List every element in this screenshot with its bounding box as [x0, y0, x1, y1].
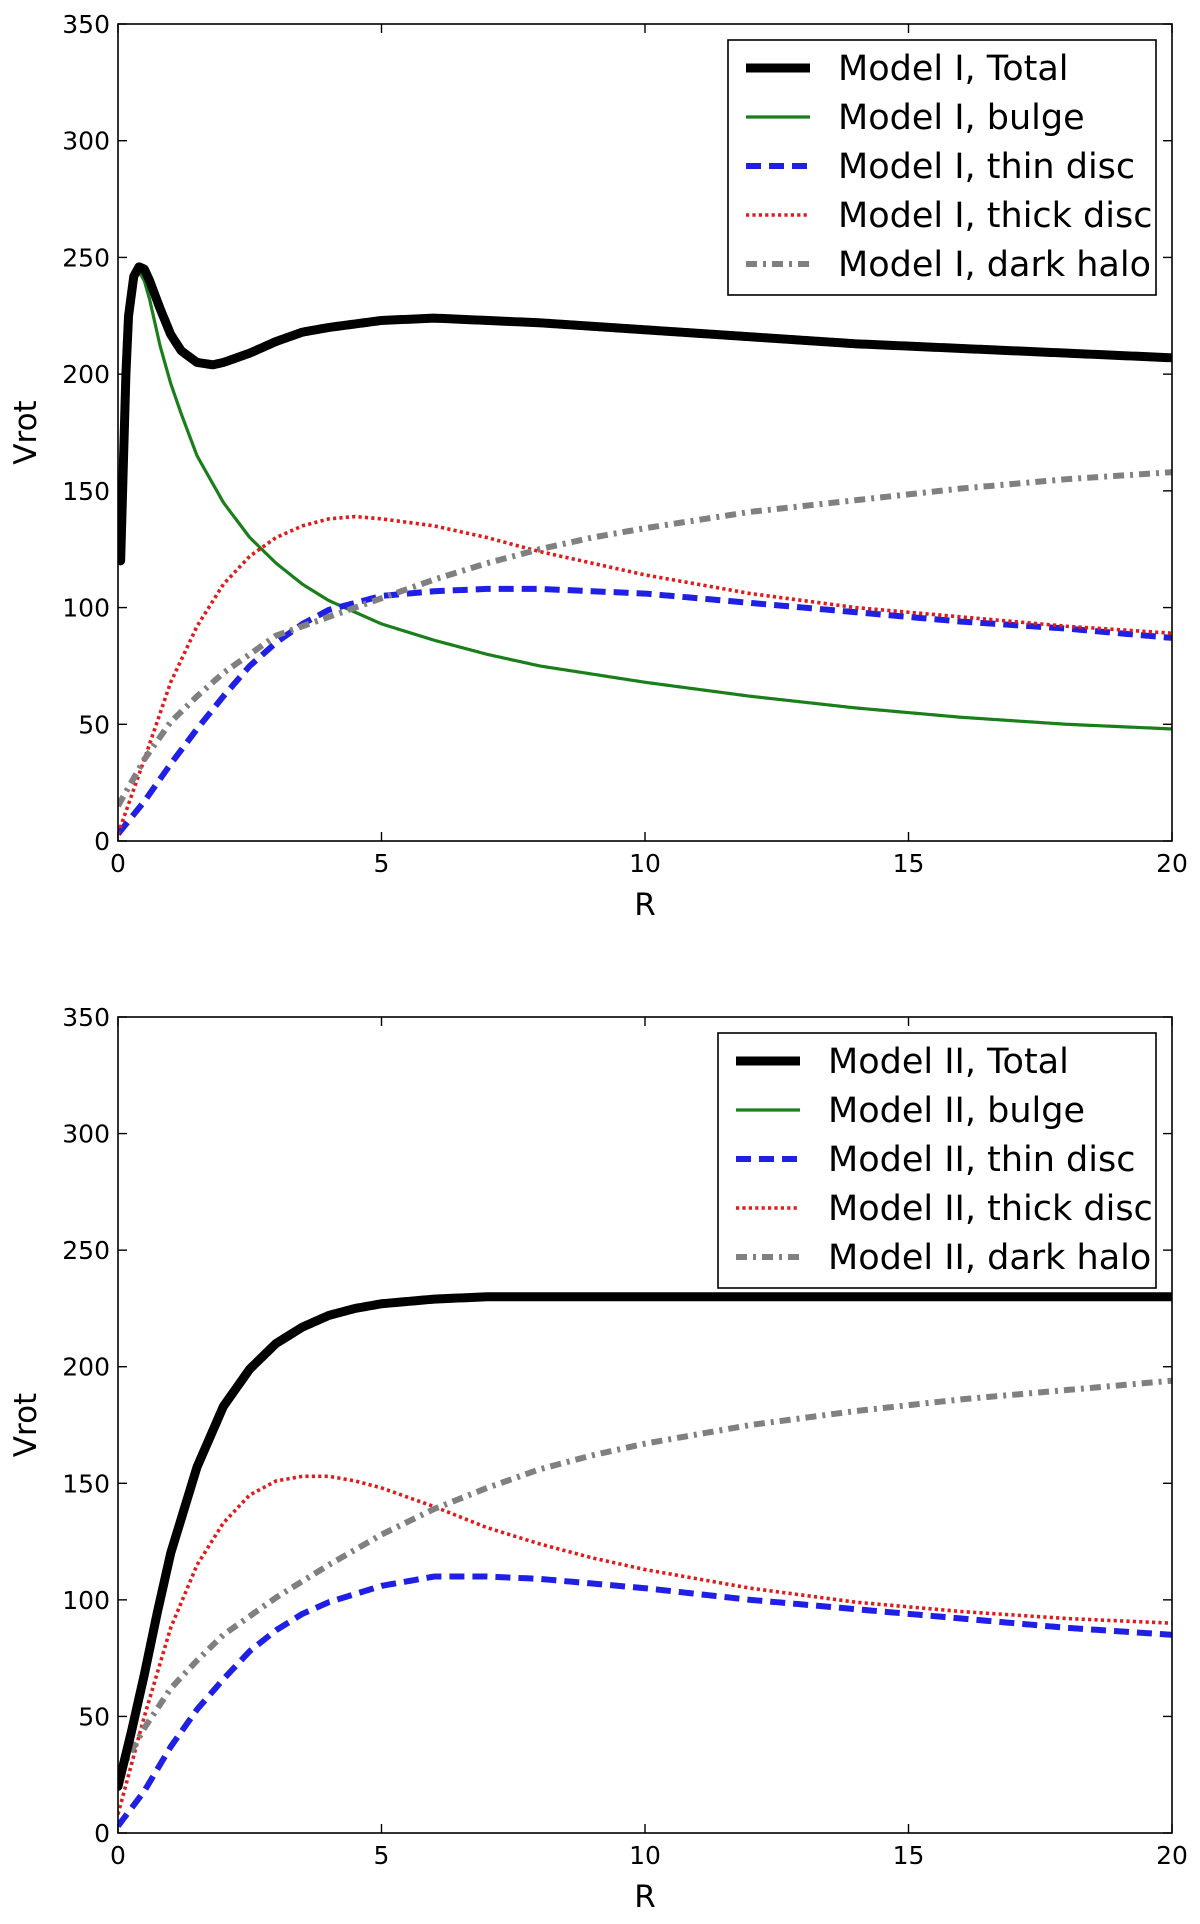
y-tick-label: 250	[62, 243, 110, 272]
y-tick-label: 300	[62, 1120, 110, 1149]
legend-label-3: Model II, thick disc	[828, 1189, 1153, 1229]
series-line-3	[118, 1474, 1172, 1815]
x-tick-label: 0	[110, 1841, 126, 1870]
y-tick-label: 150	[62, 477, 110, 506]
x-tick-label: 15	[893, 849, 925, 878]
legend-label-0: Model I, Total	[838, 49, 1069, 89]
x-axis-title: R	[634, 1879, 656, 1915]
y-tick-label: 250	[62, 1236, 110, 1265]
x-axis-title: R	[634, 887, 656, 923]
series-line-2	[118, 1573, 1172, 1828]
legend-label-1: Model I, bulge	[838, 98, 1085, 138]
y-axis-title: Vrot	[8, 1393, 44, 1457]
series-line-0	[118, 1292, 1172, 1791]
y-tick-label: 100	[62, 594, 110, 623]
y-tick-label: 350	[62, 1003, 110, 1032]
x-tick-label: 15	[893, 1841, 925, 1870]
legend-label-3: Model I, thick disc	[838, 196, 1152, 236]
x-tick-label: 10	[629, 1841, 661, 1870]
legend-label-4: Model I, dark halo	[838, 245, 1151, 285]
series-line-2	[118, 585, 1172, 836]
series-line-0	[118, 262, 1172, 566]
y-tick-label: 150	[62, 1469, 110, 1498]
series-line-3	[118, 514, 1172, 835]
legend-label-2: Model II, thin disc	[828, 1140, 1135, 1180]
y-tick-label: 100	[62, 1586, 110, 1615]
x-tick-label: 10	[629, 849, 661, 878]
x-tick-label: 20	[1156, 1841, 1188, 1870]
legend: Model II, Total Model II, bulge Model II, …	[717, 1032, 1157, 1289]
x-tick-label: 20	[1156, 849, 1188, 878]
x-tick-label: 0	[110, 849, 126, 878]
y-tick-label: 200	[62, 1353, 110, 1382]
panel-model-ii: 0 5 10 15 20050100150200250300350RVrotModel …	[8, 1003, 1188, 1915]
series-lines	[118, 1292, 1172, 1828]
series-line-1	[119, 269, 1172, 731]
panel-model-i: 0 5 10 15 20050100150200250300350RVrotModel …	[8, 10, 1188, 923]
series-line-4	[118, 469, 1172, 808]
y-tick-label: 300	[62, 127, 110, 156]
y-tick-label: 0	[94, 827, 110, 856]
y-tick-label: 50	[78, 710, 110, 739]
legend-label-4: Model II, dark halo	[828, 1238, 1151, 1278]
y-tick-label: 200	[62, 360, 110, 389]
x-tick-label: 5	[374, 849, 390, 878]
series-lines	[118, 262, 1172, 836]
legend-label-2: Model I, thin disc	[838, 147, 1135, 187]
y-tick-label: 50	[78, 1702, 110, 1731]
y-axis-title: Vrot	[8, 400, 44, 464]
x-tick-label: 5	[374, 1841, 390, 1870]
legend: Model I, Total Model I, bulge Model I, thi…	[727, 39, 1157, 296]
series-line-4	[118, 1377, 1172, 1777]
y-tick-label: 350	[62, 10, 110, 39]
y-tick-label: 0	[94, 1819, 110, 1848]
legend-label-1: Model II, bulge	[828, 1091, 1085, 1131]
legend-label-0: Model II, Total	[828, 1042, 1069, 1082]
